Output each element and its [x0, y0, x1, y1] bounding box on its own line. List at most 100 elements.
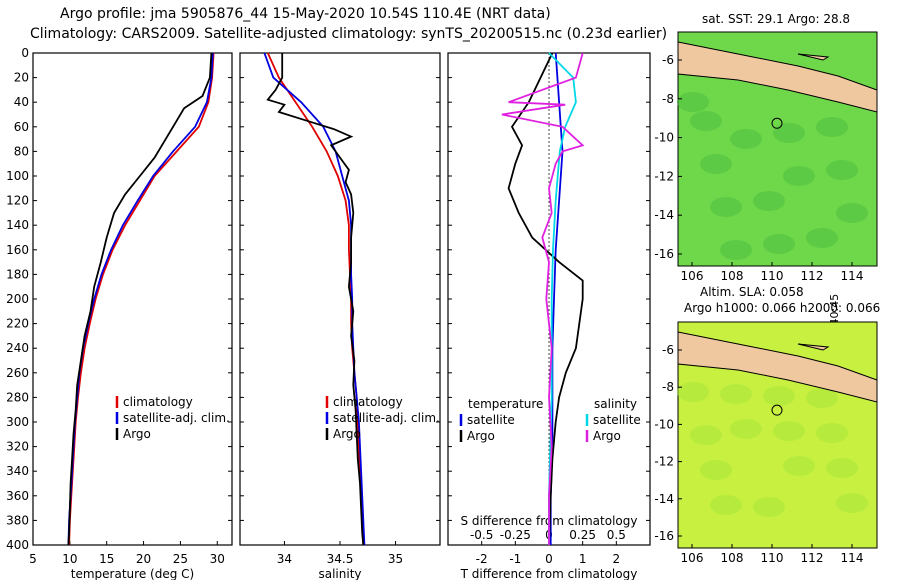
lon-tick-label: 108: [721, 551, 744, 565]
lat-tick-label: -10: [654, 131, 674, 145]
sst-land-java: [677, 41, 878, 113]
sla-field-patch: [710, 495, 742, 515]
legend-title-salinity: salinity: [594, 397, 637, 411]
x-tick-label: 1: [579, 552, 587, 566]
lon-tick-label: 110: [761, 269, 784, 283]
sst-field-patch: [783, 166, 815, 186]
x2-tick-label: 0.5: [607, 528, 626, 542]
sst-field-patch: [753, 191, 785, 211]
sla-field-patch: [773, 421, 805, 441]
x-tick-label: 2: [613, 552, 621, 566]
y-tick-label: 280: [6, 390, 29, 404]
x-tick-label: 0: [545, 552, 553, 566]
lat-tick-label: -8: [662, 380, 674, 394]
x2-tick-label: -0.5: [470, 528, 493, 542]
lon-tick-label: 106: [681, 269, 704, 283]
header-line-2: Climatology: CARS2009. Satellite-adjuste…: [30, 26, 668, 42]
sla-argo-marker: [771, 404, 783, 416]
lon-tick-label: 114: [841, 551, 864, 565]
sla-field-patch: [730, 419, 762, 439]
plot-frame-temperature: [32, 52, 233, 546]
sst-map-title: sat. SST: 29.1 Argo: 28.8: [702, 12, 851, 26]
legend-label: satellite: [467, 413, 515, 427]
sst-field-patch: [806, 228, 838, 248]
sla-field-patch: [763, 386, 795, 406]
y-tick-label: 0: [21, 46, 29, 60]
sla-field-patch: [836, 493, 868, 513]
y-tick-label: 60: [14, 120, 29, 134]
series-line-climatology: [266, 52, 365, 546]
lon-tick-label: 106: [681, 551, 704, 565]
sst-field-patch: [700, 154, 732, 174]
sst-field-patch: [816, 117, 848, 137]
x-tick-label: -1: [509, 552, 521, 566]
lat-tick-label: -16: [654, 247, 674, 261]
x-tick-label: 15: [99, 552, 114, 566]
lon-tick-label: 112: [801, 269, 824, 283]
y-tick-label: 360: [6, 489, 29, 503]
lat-tick-label: -8: [662, 92, 674, 106]
legend-label: Argo: [333, 427, 361, 441]
sla-field-patch: [753, 497, 785, 517]
y-tick-label: 300: [6, 415, 29, 429]
lat-tick-label: -10: [654, 417, 674, 431]
series-line-t-argo: [507, 52, 584, 546]
sla-field-patch: [677, 382, 709, 402]
x-tick-label: 5: [29, 552, 37, 566]
sla-field-patch: [816, 423, 848, 443]
x-tick-label: 10: [62, 552, 77, 566]
sla-field-patch: [700, 460, 732, 480]
y-tick-label: 120: [6, 194, 29, 208]
y-tick-label: 320: [6, 440, 29, 454]
y-tick-label: 260: [6, 366, 29, 380]
y-tick-label: 220: [6, 317, 29, 331]
lat-tick-label: -6: [662, 343, 674, 357]
sst-field-patch: [690, 111, 722, 131]
sla-field-patch: [806, 388, 838, 408]
series-line-satellite-adj-clim-: [67, 52, 214, 546]
legend-label: climatology: [333, 395, 403, 409]
sla-land-island: [797, 343, 830, 351]
y-tick-label: 140: [6, 218, 29, 232]
sla-map-title-2: Argo h1000: 0.066 h2000: 0.066: [684, 301, 881, 315]
x-axis-label: salinity: [318, 567, 361, 580]
y-tick-label: 400: [6, 538, 29, 552]
y-tick-label: 180: [6, 267, 29, 281]
lat-tick-label: -6: [662, 53, 674, 67]
legend-label: Argo: [467, 429, 495, 443]
header-line-1: Argo profile: jma 5905876_44 15-May-2020…: [60, 6, 551, 22]
plot-frame-salinity: [239, 52, 441, 546]
y-tick-label: 100: [6, 169, 29, 183]
lon-tick-label: 114: [841, 269, 864, 283]
legend-title-temperature: temperature: [468, 397, 543, 411]
x-tick-label: 20: [136, 552, 151, 566]
sst-field-patch: [720, 240, 752, 260]
x-tick-label: 25: [173, 552, 188, 566]
legend-label: satellite-adj. clim.: [123, 411, 230, 425]
y-tick-label: 20: [14, 71, 29, 85]
lon-tick-label: 110: [761, 551, 784, 565]
lat-tick-label: -12: [654, 455, 674, 469]
legend-label: satellite-adj. clim.: [333, 411, 440, 425]
series-line-argo: [67, 52, 213, 546]
x2-tick-label: -0.25: [500, 528, 531, 542]
x-tick-label: 34.5: [327, 552, 354, 566]
lon-tick-label: 112: [801, 551, 824, 565]
series-line-argo: [266, 53, 365, 546]
sst-field-patch: [836, 203, 868, 223]
sst-land-island: [797, 53, 830, 61]
legend-label: Argo: [593, 429, 621, 443]
x-axis-label: T difference from climatology: [460, 567, 638, 580]
sst-field-patch: [677, 92, 709, 112]
x-tick-label: -2: [476, 552, 488, 566]
y-tick-label: 160: [6, 243, 29, 257]
lat-tick-label: -16: [654, 529, 674, 543]
x-tick-label: 35: [388, 552, 403, 566]
lon-tick-label: 108: [721, 269, 744, 283]
legend-label: satellite: [593, 413, 641, 427]
sst-field-patch: [710, 197, 742, 217]
series-line-s-argo: [501, 52, 585, 545]
series-line-s-satellite: [548, 52, 577, 545]
y-tick-label: 380: [6, 513, 29, 527]
